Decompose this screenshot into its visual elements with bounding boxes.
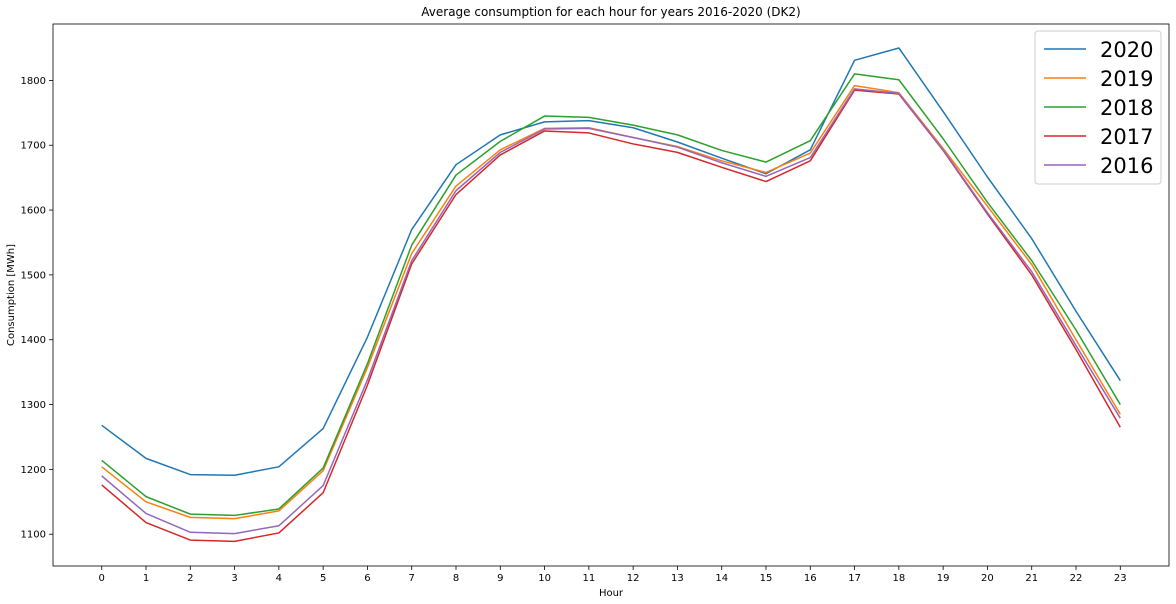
- plot-frame: [52, 23, 1170, 567]
- legend-label-2016: 2016: [1100, 154, 1153, 178]
- y-tick-label: 1800: [21, 76, 46, 87]
- x-tick-label: 21: [1025, 573, 1038, 584]
- x-tick-label: 20: [981, 573, 994, 584]
- x-tick-label: 22: [1070, 573, 1083, 584]
- x-tick-label: 11: [582, 573, 595, 584]
- x-tick-label: 14: [715, 573, 728, 584]
- y-tick-label: 1700: [21, 141, 46, 152]
- y-tick-label: 1200: [21, 465, 46, 476]
- x-tick-label: 18: [892, 573, 905, 584]
- x-tick-label: 19: [937, 573, 950, 584]
- series-line-2018: [101, 73, 1121, 517]
- plot-lines: [101, 47, 1121, 543]
- x-tick-label: 6: [364, 573, 370, 584]
- legend: 2020 2019 2018 2017 2016: [1034, 30, 1162, 185]
- series-line-2016: [101, 88, 1121, 535]
- x-tick-label: 0: [99, 573, 105, 584]
- x-tick-label: 1: [143, 573, 149, 584]
- y-tick-label: 1600: [21, 206, 46, 217]
- x-tick-label: 12: [627, 573, 640, 584]
- x-tick-label: 13: [671, 573, 684, 584]
- series-line-2020: [101, 47, 1121, 476]
- x-axis-label: Hour: [599, 588, 624, 599]
- x-tick-label: 7: [409, 573, 415, 584]
- x-tick-label: 16: [804, 573, 817, 584]
- y-tick-label: 1300: [21, 400, 46, 411]
- x-tick-label: 10: [538, 573, 551, 584]
- x-tick-label: 15: [760, 573, 773, 584]
- series-line-2019: [101, 84, 1121, 520]
- y-tick-label: 1400: [21, 335, 46, 346]
- chart-title: Average consumption for each hour for ye…: [421, 5, 800, 19]
- x-tick-label: 3: [231, 573, 237, 584]
- y-axis-label: Consumption [MWh]: [6, 244, 17, 346]
- x-tick-label: 23: [1114, 573, 1127, 584]
- x-axis: 0 1 2 3 4 5 6 7 8 9 10 11 12 13 14 15 16 17 18 19 20 21 22 23: [99, 566, 1127, 584]
- x-tick-label: 5: [320, 573, 326, 584]
- legend-label-2018: 2018: [1100, 96, 1153, 120]
- legend-box: [1034, 30, 1162, 185]
- x-tick-label: 9: [497, 573, 503, 584]
- legend-label-2017: 2017: [1100, 125, 1153, 149]
- legend-label-2019: 2019: [1100, 67, 1153, 91]
- x-tick-label: 17: [848, 573, 861, 584]
- y-tick-label: 1500: [21, 270, 46, 281]
- series-line-2017: [101, 89, 1121, 543]
- x-tick-label: 8: [453, 573, 459, 584]
- x-tick-label: 2: [187, 573, 193, 584]
- y-tick-label: 1100: [21, 530, 46, 541]
- x-tick-label: 4: [276, 573, 282, 584]
- legend-label-2020: 2020: [1100, 38, 1153, 62]
- y-axis: 1100 1200 1300 1400 1500 1600 1700 1800: [21, 76, 53, 541]
